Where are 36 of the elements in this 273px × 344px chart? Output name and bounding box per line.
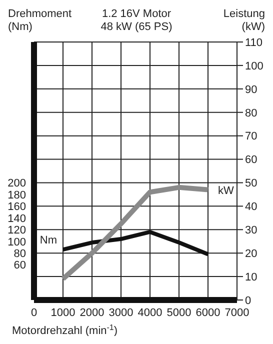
y2-tick-label: 10 <box>245 271 258 284</box>
y2-tick-label: 70 <box>245 130 258 143</box>
y-tick-label: 160 <box>8 201 26 214</box>
y2-tick-label: 110 <box>245 36 263 49</box>
x-tick-label: 3000 <box>108 306 134 319</box>
x-tick-label: 6000 <box>196 306 220 319</box>
y2-axis-title: Leistung (kW) <box>223 8 265 34</box>
y-axis-title: Drehmoment (Nm) <box>8 8 72 34</box>
y2-tick-label: 0 <box>245 294 252 307</box>
x-tick-label: 0 <box>30 306 38 319</box>
chart-subtitle: 48 kW (65 PS) <box>100 21 172 33</box>
y2-tick-label: 90 <box>245 84 258 96</box>
x-axis-title: Motordrehzahl (min$^{-1}$) <box>12 322 118 337</box>
y-tick-label: 100 <box>8 236 26 248</box>
y2-tick-label: 30 <box>245 224 258 237</box>
line-series <box>61 230 210 256</box>
series-label: kW <box>218 184 234 197</box>
x-tick-label: 7000 <box>224 306 250 319</box>
y2-tick-label: 80 <box>245 107 258 120</box>
y-tick-label: 60 <box>14 260 26 272</box>
chart-title: 1.2 16V Motor <box>102 8 172 20</box>
x-tick-label: 1000 <box>50 306 76 319</box>
y2-tick-label: 60 <box>245 154 258 166</box>
x-tick-label: 2000 <box>80 306 104 319</box>
x-tick-label: 5000 <box>166 306 192 319</box>
x-tick-label: 4000 <box>138 306 162 319</box>
y-tick-label: 80 <box>14 248 26 260</box>
y2-tick-label: 20 <box>245 248 258 260</box>
y2-tick-label: 50 <box>245 178 258 190</box>
y2-tick-label: 40 <box>245 201 258 214</box>
y-tick-label: 200 <box>8 178 26 190</box>
y-tick-label: 180 <box>8 189 26 202</box>
y-tick-label: 120 <box>8 224 26 237</box>
y-tick-label: 140 <box>8 212 26 225</box>
y2-tick-label: 100 <box>245 60 264 72</box>
series-label: Nm <box>40 234 57 247</box>
